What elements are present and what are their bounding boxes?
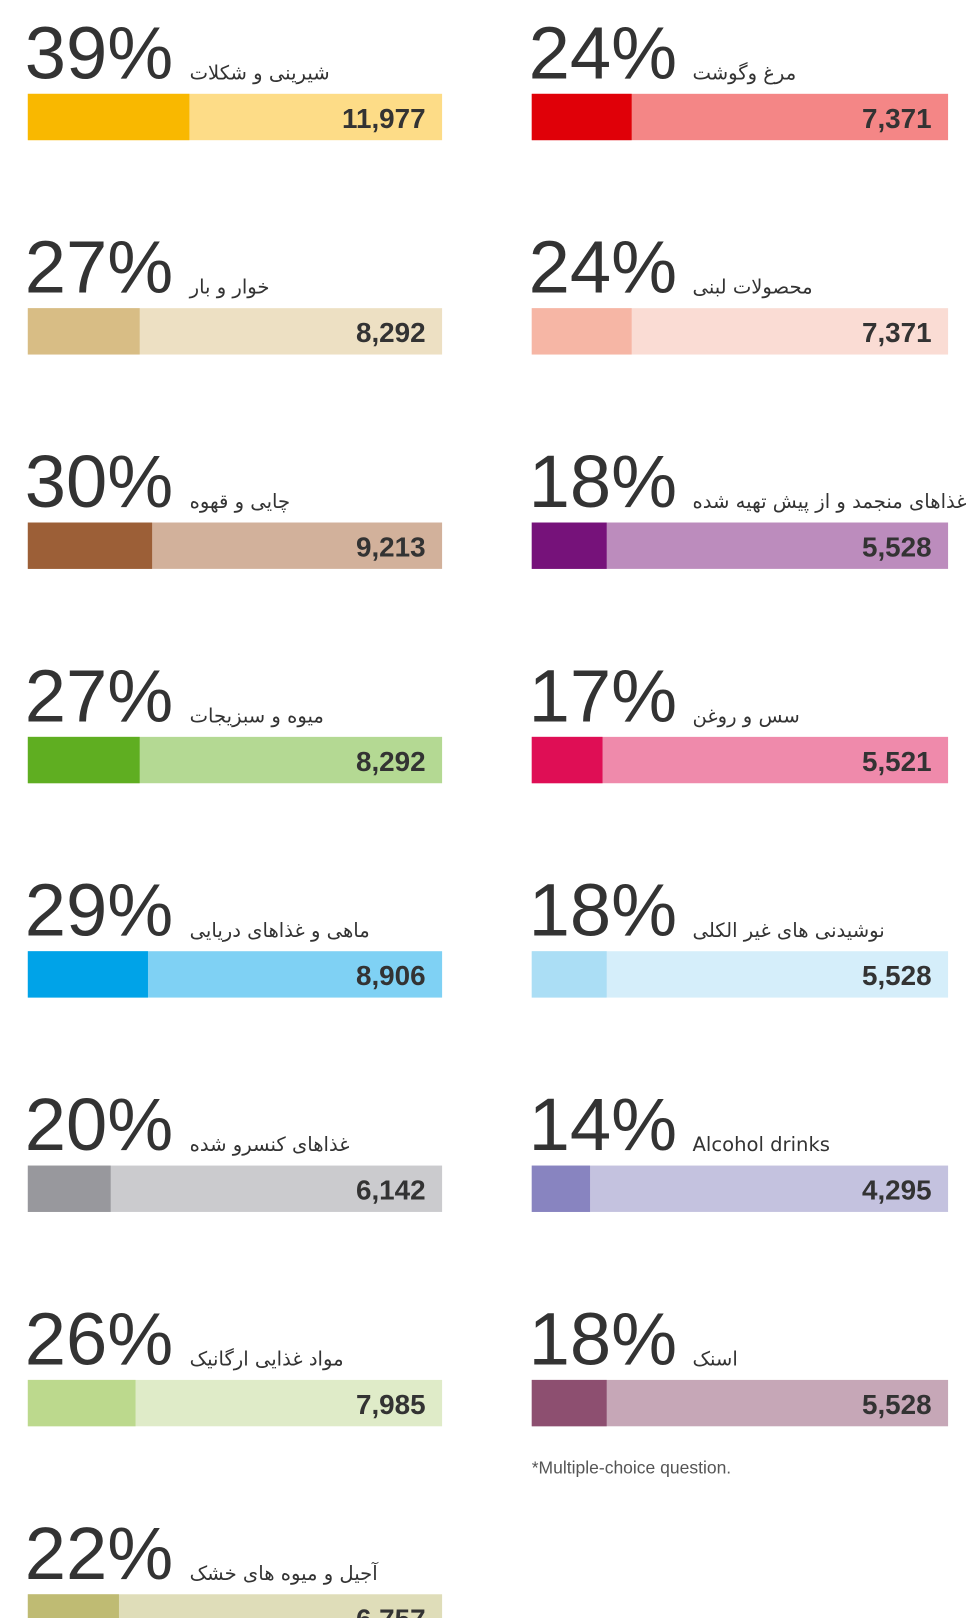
bar-track — [531, 1165, 949, 1212]
count-label: 7,985 — [356, 1389, 426, 1420]
category-label: غذاهای منجمد و از پیش تهیه شده — [693, 490, 967, 513]
bar — [531, 93, 632, 141]
category-label: میوه و سبزیجات — [190, 704, 324, 727]
bar — [531, 1379, 607, 1427]
percent-label: 18% — [529, 1297, 677, 1380]
bar — [27, 1594, 119, 1618]
percent-label: 24% — [529, 226, 677, 309]
count-label: 5,528 — [862, 1389, 932, 1420]
percent-label: 24% — [529, 11, 677, 94]
percent-label: 20% — [25, 1083, 173, 1166]
bar — [531, 951, 607, 998]
bar — [531, 736, 603, 784]
category-label: نوشیدنی های غیر الکلی — [693, 919, 885, 942]
percent-label: 14% — [529, 1083, 677, 1166]
category-label: مرغ وگوشت — [693, 61, 797, 84]
percent-label: 29% — [25, 869, 173, 952]
category-label: محصولات لبنی — [693, 276, 813, 299]
count-label: 5,528 — [862, 960, 932, 991]
count-label: 7,371 — [862, 103, 932, 134]
bar — [531, 522, 607, 569]
count-label: 8,292 — [356, 746, 426, 777]
bar — [531, 1165, 591, 1212]
bar — [27, 308, 140, 355]
category-label: سس و روغن — [693, 704, 800, 727]
category-label: خوار و بار — [189, 276, 270, 299]
count-label: 11,977 — [342, 103, 426, 134]
bar — [531, 308, 632, 355]
percent-label: 27% — [25, 654, 173, 737]
percent-label: 27% — [25, 226, 173, 309]
bar — [27, 522, 153, 569]
count-label: 7,371 — [862, 317, 932, 348]
percent-label: 18% — [529, 440, 677, 523]
count-label: 9,213 — [356, 532, 426, 563]
percent-label: 30% — [25, 440, 173, 523]
category-label: چایی و قهوه — [190, 490, 291, 513]
bar — [27, 736, 140, 784]
count-label: 8,292 — [356, 317, 426, 348]
category-label: آجیل و میوه های خشک — [190, 1561, 380, 1585]
percent-label: 26% — [25, 1297, 173, 1380]
percent-label: 18% — [529, 869, 677, 952]
category-label: مواد غذایی ارگانیک — [190, 1347, 344, 1370]
count-label: 6,757 — [356, 1603, 426, 1618]
category-label: غذاهای کنسرو شده — [190, 1133, 350, 1156]
count-label: 8,906 — [356, 960, 426, 991]
percent-label: 22% — [25, 1512, 173, 1595]
bar-track — [27, 1594, 443, 1618]
bar — [27, 1165, 111, 1212]
category-label: Alcohol drinks — [693, 1133, 831, 1156]
category-label: شیرینی و شکلات — [190, 61, 330, 84]
bar — [27, 93, 190, 141]
category-label: ماهی و غذاهای دریایی — [190, 919, 370, 942]
percent-label: 39% — [25, 11, 173, 94]
count-label: 4,295 — [862, 1175, 932, 1206]
percent-label: 17% — [529, 654, 677, 737]
count-label: 6,142 — [356, 1175, 426, 1206]
category-label: اسنک — [693, 1347, 738, 1370]
count-label: 5,521 — [862, 746, 932, 777]
bar — [27, 1379, 136, 1427]
bar — [27, 951, 148, 998]
count-label: 5,528 — [862, 532, 932, 563]
footnote: *Multiple-choice question. — [532, 1458, 731, 1478]
